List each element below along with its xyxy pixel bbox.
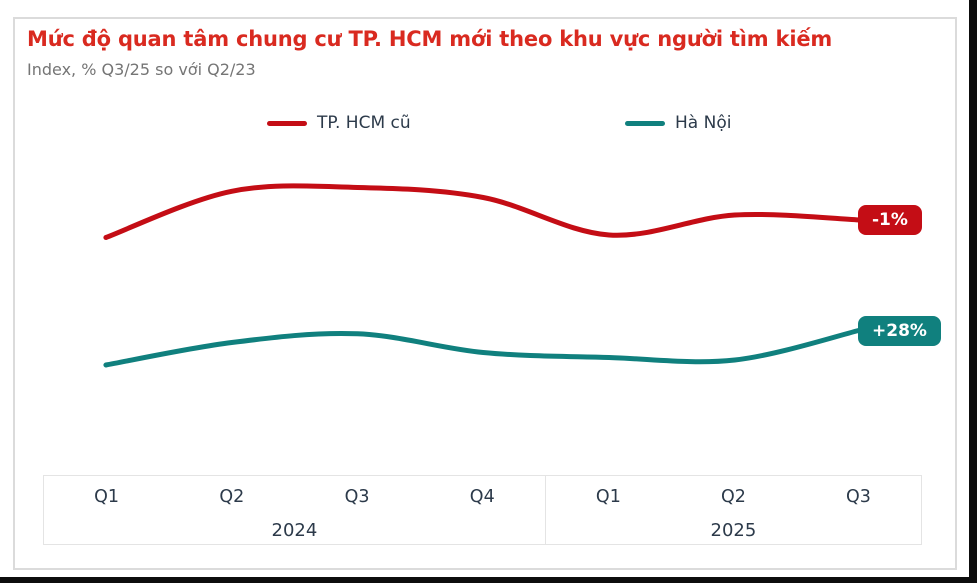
x-axis-quarter-row-2025: Q1 Q2 Q3	[546, 476, 921, 507]
chart-card: Mức độ quan tâm chung cư TP. HCM mới the…	[13, 17, 957, 570]
x-axis-year-2025: 2025	[710, 520, 757, 541]
legend-swatch-hanoi-icon	[625, 120, 665, 126]
legend-item-tphcm: TP. HCM cũ	[267, 112, 411, 134]
x-tick-q1-2024: Q1	[94, 487, 120, 507]
series-line-tphcm	[103, 183, 864, 240]
legend-item-hanoi: Hà Nội	[625, 112, 731, 134]
x-axis: Q1 Q2 Q3 Q4 2024 Q1 Q2 Q3 2025	[43, 475, 922, 545]
legend-label-tphcm: TP. HCM cũ	[317, 113, 411, 133]
x-tick-q1-2025: Q1	[595, 487, 621, 507]
line-chart-canvas	[103, 183, 864, 368]
chart-subtitle: Index, % Q3/25 so với Q2/23	[27, 60, 256, 79]
x-tick-q4-2024: Q4	[469, 487, 495, 507]
end-value-badge-tphcm: -1%	[858, 205, 922, 236]
end-value-badge-hanoi: +28%	[858, 316, 941, 347]
chart-title: Mức độ quan tâm chung cư TP. HCM mới the…	[27, 27, 833, 51]
x-tick-q2-2025: Q2	[720, 487, 746, 507]
x-axis-quarter-row-2024: Q1 Q2 Q3 Q4	[44, 476, 545, 507]
legend-label-hanoi: Hà Nội	[675, 113, 732, 133]
x-tick-q3-2025: Q3	[846, 487, 871, 507]
x-tick-q3-2024: Q3	[344, 487, 370, 507]
series-line-hanoi	[103, 327, 864, 368]
x-axis-group-2024: Q1 Q2 Q3 Q4 2024	[44, 476, 545, 544]
x-axis-year-2024: 2024	[271, 520, 318, 541]
x-axis-group-2025: Q1 Q2 Q3 2025	[544, 476, 921, 544]
x-tick-q2-2024: Q2	[219, 487, 245, 507]
legend-swatch-tphcm-icon	[267, 120, 307, 126]
